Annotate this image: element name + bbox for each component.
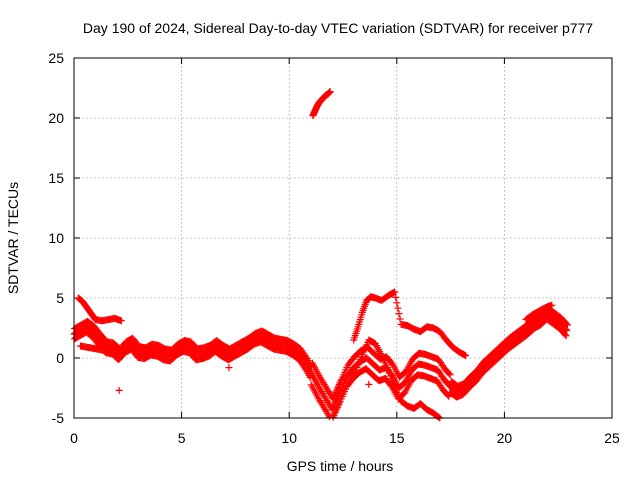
data-point — [390, 381, 398, 389]
grid — [74, 58, 612, 418]
y-tick-label: 0 — [56, 350, 64, 366]
data-point — [335, 400, 343, 408]
data-point — [385, 369, 393, 377]
y-tick-label: 10 — [48, 230, 64, 246]
y-tick-label: 5 — [56, 290, 64, 306]
data-point — [326, 88, 334, 96]
data-point — [302, 353, 310, 361]
data-point — [225, 364, 233, 372]
data-point — [333, 404, 341, 412]
data-point — [392, 293, 400, 301]
data-point — [562, 325, 570, 333]
data-point — [396, 315, 404, 323]
plot-frame — [73, 57, 613, 419]
y-tick-label: 15 — [48, 170, 64, 186]
x-tick-label: 15 — [389, 430, 405, 446]
data-point — [335, 391, 343, 399]
x-tick-label: 5 — [178, 430, 186, 446]
data-point — [395, 310, 403, 318]
y-axis-title: SDTVAR / TECUs — [5, 182, 21, 294]
data-point — [562, 320, 570, 328]
data-point — [563, 326, 571, 334]
data-point — [562, 332, 570, 340]
data-point — [331, 408, 339, 416]
x-tick-label: 10 — [281, 430, 297, 446]
x-axis-title: GPS time / hours — [287, 458, 394, 474]
data-point — [388, 378, 396, 386]
data-point — [332, 407, 340, 415]
y-tick-label: -5 — [52, 410, 65, 426]
data-point — [462, 352, 470, 360]
data-point — [445, 370, 453, 378]
data-point — [435, 413, 443, 421]
data-point — [335, 399, 343, 407]
data-point — [387, 375, 395, 383]
x-tick-label: 25 — [604, 430, 620, 446]
data-point — [386, 372, 394, 380]
data-point — [563, 321, 571, 329]
x-tick-label: 0 — [70, 430, 78, 446]
data-point — [333, 405, 341, 413]
chart-title: Day 190 of 2024, Sidereal Day-to-day VTE… — [83, 20, 593, 36]
data-point — [548, 301, 556, 309]
y-tick-label: 20 — [48, 110, 64, 126]
data-point — [365, 380, 373, 388]
y-tick-label: 25 — [48, 50, 64, 66]
data-point — [330, 410, 338, 418]
data-point — [561, 331, 569, 339]
axis-ticks: 0 5 10 15 20 25 -5 0 5 10 15 20 25 — [48, 50, 620, 446]
data-point — [115, 386, 123, 394]
data-point — [393, 299, 401, 307]
data-point — [384, 366, 392, 374]
data-point — [334, 402, 342, 410]
data-point — [391, 288, 399, 296]
data-point — [117, 317, 125, 325]
data-points — [70, 88, 571, 422]
data-point — [335, 380, 343, 388]
data-point — [394, 304, 402, 312]
data-point — [446, 371, 454, 379]
data-point — [329, 413, 337, 421]
x-tick-label: 20 — [497, 430, 513, 446]
data-point — [109, 349, 117, 357]
